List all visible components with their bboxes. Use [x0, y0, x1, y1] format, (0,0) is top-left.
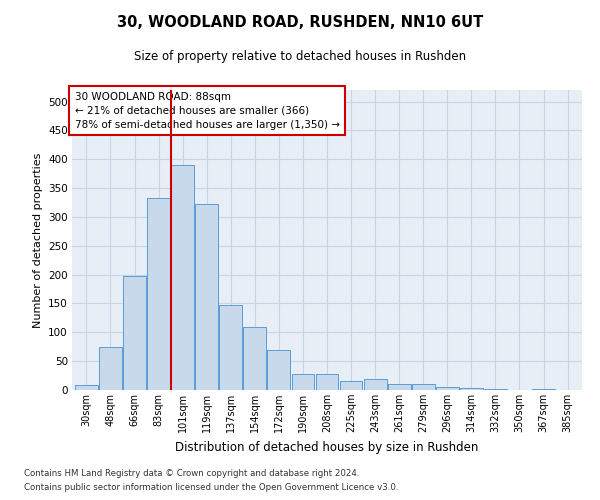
Bar [99, 346, 122, 390]
Bar [268, 350, 290, 390]
X-axis label: Distribution of detached houses by size in Rushden: Distribution of detached houses by size … [175, 440, 479, 454]
Bar [220, 304, 242, 390]
Bar [244, 326, 266, 390]
Text: 30 WOODLAND ROAD: 88sqm
← 21% of detached houses are smaller (366)
78% of semi-d: 30 WOODLAND ROAD: 88sqm ← 21% of detache… [74, 92, 340, 130]
Bar [340, 382, 362, 390]
Text: Size of property relative to detached houses in Rushden: Size of property relative to detached ho… [134, 50, 466, 63]
Text: Contains public sector information licensed under the Open Government Licence v3: Contains public sector information licen… [24, 484, 398, 492]
Bar [292, 374, 314, 390]
Bar [195, 204, 218, 390]
Bar [388, 384, 410, 390]
Bar [171, 165, 194, 390]
Text: 30, WOODLAND ROAD, RUSHDEN, NN10 6UT: 30, WOODLAND ROAD, RUSHDEN, NN10 6UT [117, 15, 483, 30]
Y-axis label: Number of detached properties: Number of detached properties [32, 152, 43, 328]
Bar [75, 386, 98, 390]
Bar [123, 276, 146, 390]
Text: Contains HM Land Registry data © Crown copyright and database right 2024.: Contains HM Land Registry data © Crown c… [24, 468, 359, 477]
Bar [412, 384, 434, 390]
Bar [460, 388, 483, 390]
Bar [436, 386, 459, 390]
Bar [316, 374, 338, 390]
Bar [364, 379, 386, 390]
Bar [147, 198, 170, 390]
